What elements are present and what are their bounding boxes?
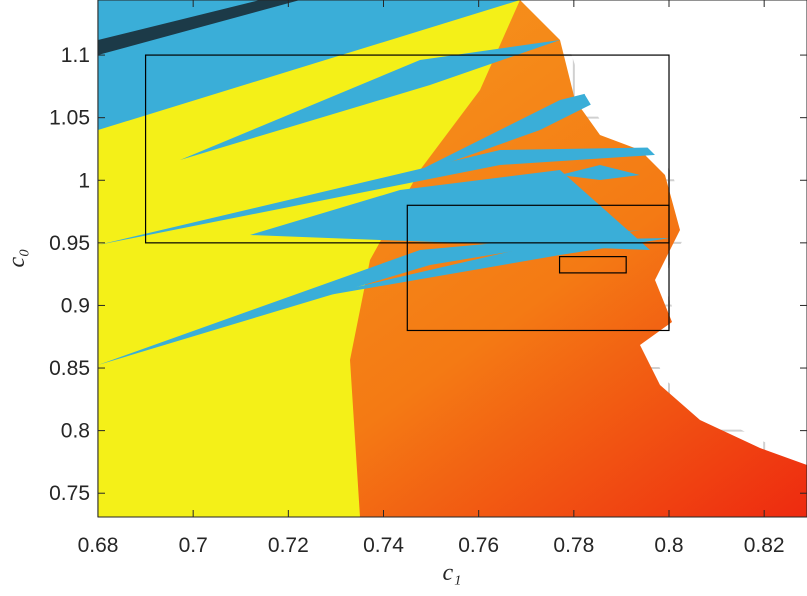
y-tick-label: 0.9 bbox=[61, 294, 90, 317]
x-tick-label: 0.82 bbox=[744, 534, 785, 557]
x-tick-label: 0.76 bbox=[458, 534, 499, 557]
y-tick-label: 0.8 bbox=[61, 420, 90, 443]
fractal-image bbox=[98, 0, 807, 517]
y-tick-label: 1.05 bbox=[49, 107, 90, 130]
x-tick-label: 0.7 bbox=[179, 534, 208, 557]
y-tick-label: 0.75 bbox=[49, 482, 90, 505]
y-tick-label: 1 bbox=[78, 169, 90, 192]
chart: 0.68 0.7 0.72 0.74 0.76 0.78 0.8 0.82 0.75 0.8 0.8… bbox=[0, 0, 807, 591]
y-tick-label: 0.95 bbox=[49, 232, 90, 255]
y-tick-label: 1.1 bbox=[61, 44, 90, 67]
x-tick-label: 0.68 bbox=[78, 534, 119, 557]
x-tick-label: 0.78 bbox=[553, 534, 594, 557]
x-axis-title: c₁ bbox=[443, 560, 462, 586]
y-axis-title: c₀ bbox=[4, 249, 30, 268]
y-tick-label: 0.85 bbox=[49, 357, 90, 380]
x-tick-label: 0.8 bbox=[654, 534, 683, 557]
x-tick-label: 0.72 bbox=[268, 534, 309, 557]
x-tick-label: 0.74 bbox=[363, 534, 404, 557]
